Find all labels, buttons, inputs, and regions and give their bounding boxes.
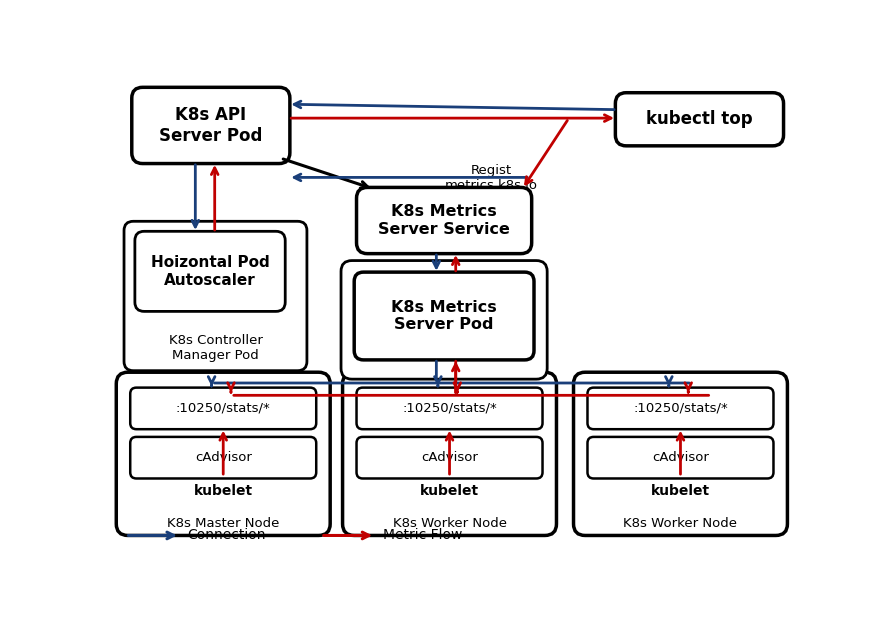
- FancyBboxPatch shape: [132, 88, 290, 164]
- Text: cAdvisor: cAdvisor: [195, 451, 252, 464]
- FancyBboxPatch shape: [588, 437, 773, 479]
- Text: cAdvisor: cAdvisor: [421, 451, 478, 464]
- Text: K8s Metrics
Server Service: K8s Metrics Server Service: [378, 204, 510, 237]
- FancyBboxPatch shape: [130, 437, 316, 479]
- Text: :10250/stats/*: :10250/stats/*: [633, 402, 728, 415]
- Text: Regist
metrics.k8s.io: Regist metrics.k8s.io: [445, 164, 538, 191]
- Text: K8s Worker Node: K8s Worker Node: [623, 517, 738, 529]
- FancyBboxPatch shape: [356, 437, 543, 479]
- FancyBboxPatch shape: [116, 372, 330, 536]
- FancyBboxPatch shape: [135, 231, 285, 311]
- FancyBboxPatch shape: [355, 272, 534, 360]
- Text: cAdvisor: cAdvisor: [652, 451, 709, 464]
- Text: Hoizontal Pod
Autoscaler: Hoizontal Pod Autoscaler: [151, 255, 270, 288]
- Text: kubelet: kubelet: [651, 484, 710, 498]
- FancyBboxPatch shape: [588, 388, 773, 429]
- Text: Connection: Connection: [188, 529, 266, 542]
- Text: kubelet: kubelet: [420, 484, 479, 498]
- Text: K8s Metrics
Server Pod: K8s Metrics Server Pod: [391, 300, 497, 332]
- Text: K8s Master Node: K8s Master Node: [167, 517, 280, 529]
- Text: :10250/stats/*: :10250/stats/*: [176, 402, 271, 415]
- FancyBboxPatch shape: [341, 261, 547, 379]
- FancyBboxPatch shape: [615, 92, 783, 146]
- Text: Metric Flow: Metric Flow: [383, 529, 463, 542]
- FancyBboxPatch shape: [356, 188, 531, 254]
- Text: :10250/stats/*: :10250/stats/*: [402, 402, 497, 415]
- FancyBboxPatch shape: [356, 388, 543, 429]
- Text: kubelet: kubelet: [194, 484, 253, 498]
- Text: K8s Controller
Manager Pod: K8s Controller Manager Pod: [169, 334, 263, 362]
- FancyBboxPatch shape: [343, 372, 556, 536]
- FancyBboxPatch shape: [573, 372, 788, 536]
- Text: kubectl top: kubectl top: [647, 110, 753, 128]
- FancyBboxPatch shape: [124, 221, 307, 371]
- FancyBboxPatch shape: [130, 388, 316, 429]
- Text: K8s API
Server Pod: K8s API Server Pod: [159, 106, 263, 145]
- Text: K8s Worker Node: K8s Worker Node: [393, 517, 506, 529]
